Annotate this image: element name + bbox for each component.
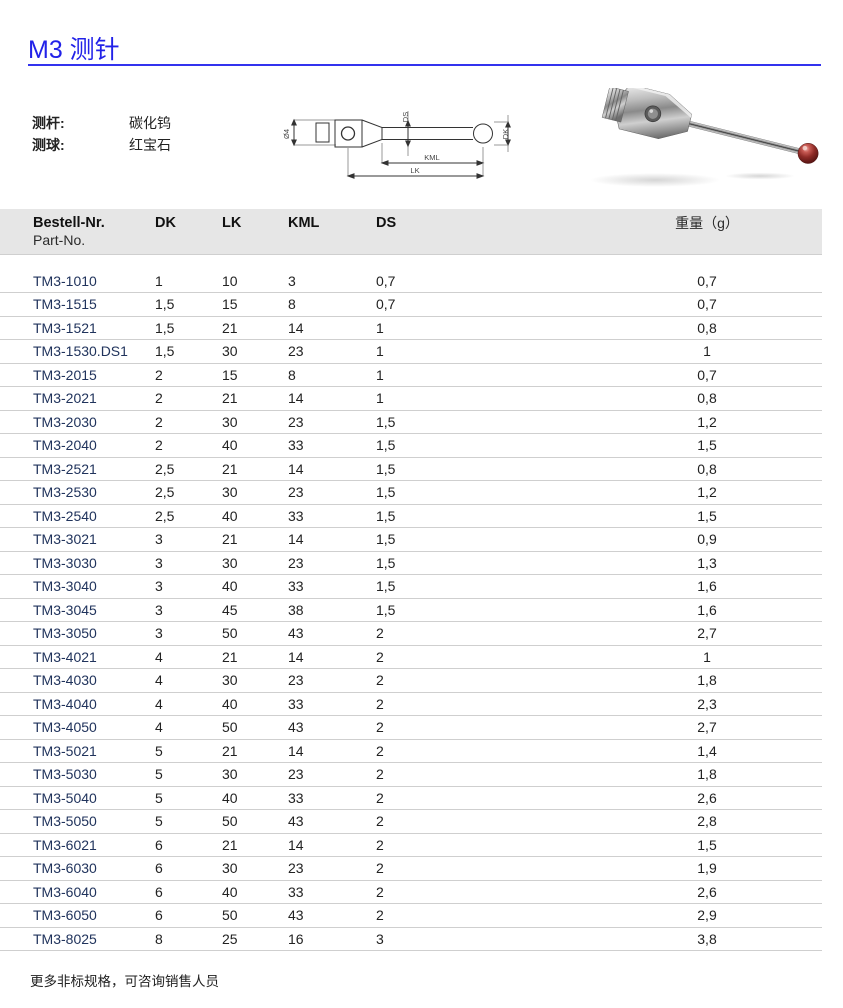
svg-text:DS: DS	[401, 112, 410, 122]
svg-text:DK: DK	[501, 129, 510, 139]
svg-text:LK: LK	[410, 166, 419, 175]
svg-text:Ø4: Ø4	[282, 129, 291, 139]
svg-text:KML: KML	[424, 153, 439, 162]
